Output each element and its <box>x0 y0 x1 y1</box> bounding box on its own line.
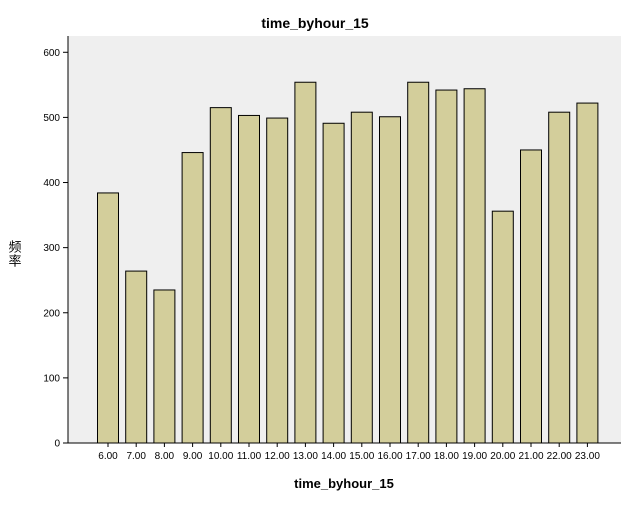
bar-22.00 <box>548 111 571 444</box>
y-axis-ticks: 0 100 200 300 400 500 600 <box>43 48 68 450</box>
bar-15.00 <box>350 111 373 444</box>
bar-20.00 <box>491 210 514 444</box>
y-tick-label: 100 <box>43 373 60 384</box>
x-tick-label: 11.00 <box>237 451 262 462</box>
x-tick-label: 22.00 <box>547 451 572 462</box>
y-tick-label: 200 <box>43 308 60 319</box>
y-tick-label: 400 <box>43 178 60 189</box>
x-tick-label: 7.00 <box>126 451 146 462</box>
bar-13.00 <box>294 81 317 444</box>
x-tick-label: 6.00 <box>98 451 118 462</box>
x-tick-label: 17.00 <box>406 451 431 462</box>
x-tick-label: 16.00 <box>377 451 402 462</box>
bar-17.00 <box>407 81 430 444</box>
bar-14.00 <box>322 122 345 444</box>
y-tick-label: 600 <box>43 48 60 59</box>
bar-12.00 <box>266 117 289 444</box>
x-tick-label: 9.00 <box>183 451 203 462</box>
x-tick-label: 20.00 <box>490 451 515 462</box>
x-tick-label: 15.00 <box>349 451 374 462</box>
x-tick-label: 13.00 <box>293 451 318 462</box>
bar-10.00 <box>209 107 232 444</box>
bar-11.00 <box>238 114 260 444</box>
bar-7.00 <box>125 270 148 444</box>
x-tick-label: 14.00 <box>321 451 346 462</box>
y-tick-label: 300 <box>43 243 60 254</box>
x-axis-ticks: 6.00 7.00 8.00 9.00 10.00 11.00 12.00 13.00 14.0… <box>98 443 600 462</box>
bar-21.00 <box>520 149 542 444</box>
x-tick-label: 12.00 <box>265 451 290 462</box>
bar-18.00 <box>435 89 458 444</box>
x-tick-label: 21.00 <box>518 451 543 462</box>
x-tick-label: 8.00 <box>155 451 175 462</box>
x-tick-label: 23.00 <box>575 451 600 462</box>
bar-9.00 <box>181 152 204 444</box>
y-axis-label: 频率 <box>7 240 22 268</box>
chart-title: time_byhour_15 <box>261 15 369 31</box>
bar-23.00 <box>576 102 599 444</box>
x-tick-label: 10.00 <box>208 451 233 462</box>
bar-6.00 <box>97 192 119 444</box>
x-axis-label: time_byhour_15 <box>294 476 394 491</box>
bar-19.00 <box>463 88 486 444</box>
bar-8.00 <box>153 289 176 444</box>
bar-16.00 <box>379 116 401 444</box>
y-tick-label: 0 <box>54 439 60 450</box>
x-tick-label: 18.00 <box>434 451 459 462</box>
y-tick-label: 500 <box>43 113 60 124</box>
x-tick-label: 19.00 <box>462 451 487 462</box>
bars-group <box>97 81 599 444</box>
